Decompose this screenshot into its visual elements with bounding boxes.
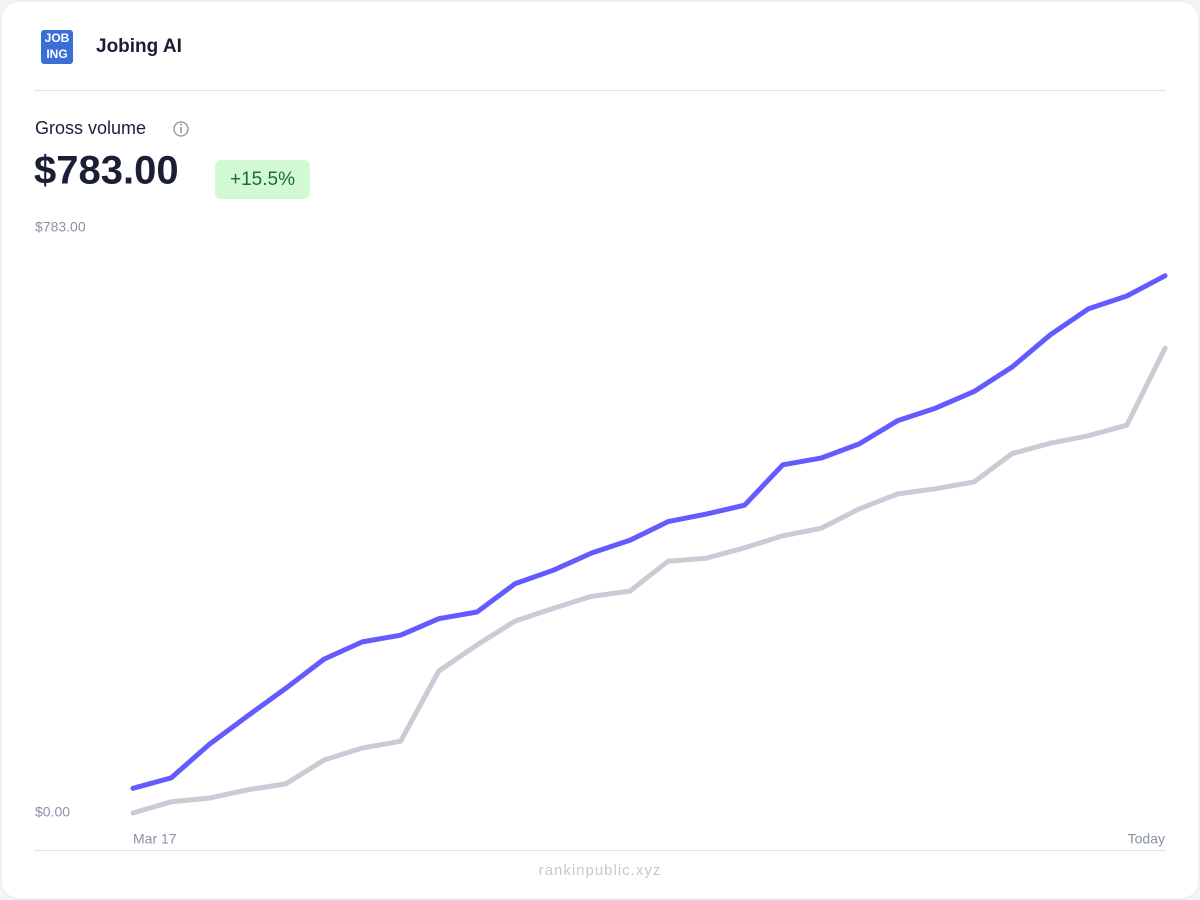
x-tick-label: Mar 17 [133,831,177,847]
metric-value: $783.00 [34,149,179,193]
logo-bg [41,30,73,64]
footer-text: rankinpublic.xyz [539,862,662,879]
logo: JOB ING [41,30,73,64]
chart-title: Gross volume [35,118,146,138]
y-tick-label: $0.00 [35,804,70,820]
logo-text: ING [46,47,67,61]
x-tick-label: Today [1128,831,1165,847]
company-name: Jobing AI [96,36,182,57]
logo-text: JOB [45,31,70,45]
y-tick-label: $783.00 [35,219,86,235]
change-badge [215,160,310,199]
plot: $0.00 $783.00 Mar 17 Today [35,219,1168,847]
info-icon[interactable] [173,121,189,137]
change-text: +15.5% [230,169,295,190]
series-line [130,345,1168,816]
series-line [130,273,1168,791]
